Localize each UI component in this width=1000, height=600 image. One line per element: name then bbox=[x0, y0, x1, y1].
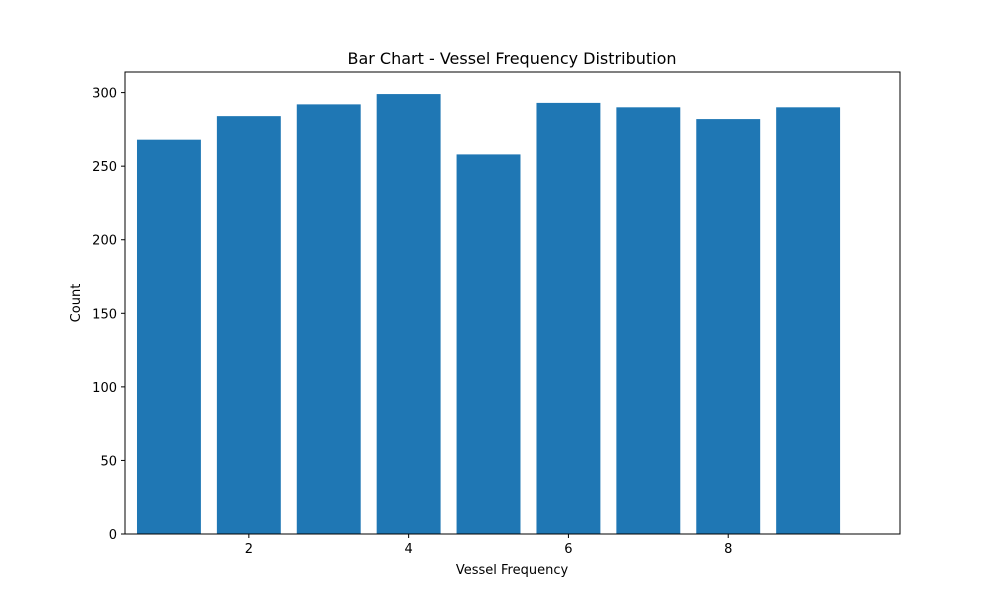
y-axis-label: Count bbox=[69, 284, 84, 323]
chart-title: Bar Chart - Vessel Frequency Distributio… bbox=[347, 49, 676, 68]
bars-group bbox=[136, 94, 841, 535]
y-tick-label: 300 bbox=[92, 87, 117, 102]
bar-9 bbox=[776, 107, 841, 534]
bar-5 bbox=[456, 154, 521, 534]
y-tick-label: 250 bbox=[92, 160, 117, 175]
bar-8 bbox=[696, 119, 761, 535]
y-tick-label: 0 bbox=[109, 528, 117, 543]
plot-frame bbox=[124, 71, 901, 535]
bar-4 bbox=[376, 94, 441, 534]
y-tick-label: 200 bbox=[92, 234, 117, 249]
bar-6 bbox=[536, 102, 601, 535]
x-axis-label: Vessel Frequency bbox=[456, 563, 569, 578]
x-tick-label: 8 bbox=[724, 542, 732, 557]
bar-1 bbox=[136, 139, 201, 535]
y-tick-label: 150 bbox=[92, 307, 117, 322]
bar-3 bbox=[296, 104, 361, 535]
x-tick-label: 6 bbox=[564, 542, 572, 557]
y-tick-label: 50 bbox=[100, 454, 117, 469]
x-axis: 2 4 6 8 bbox=[245, 534, 732, 557]
y-axis: 0 50 100 150 200 250 300 bbox=[92, 87, 125, 543]
y-tick-label: 100 bbox=[92, 381, 117, 396]
bar-2 bbox=[216, 116, 281, 534]
x-tick-label: 2 bbox=[245, 542, 253, 557]
x-tick-label: 4 bbox=[404, 542, 412, 557]
bar-7 bbox=[616, 107, 681, 534]
